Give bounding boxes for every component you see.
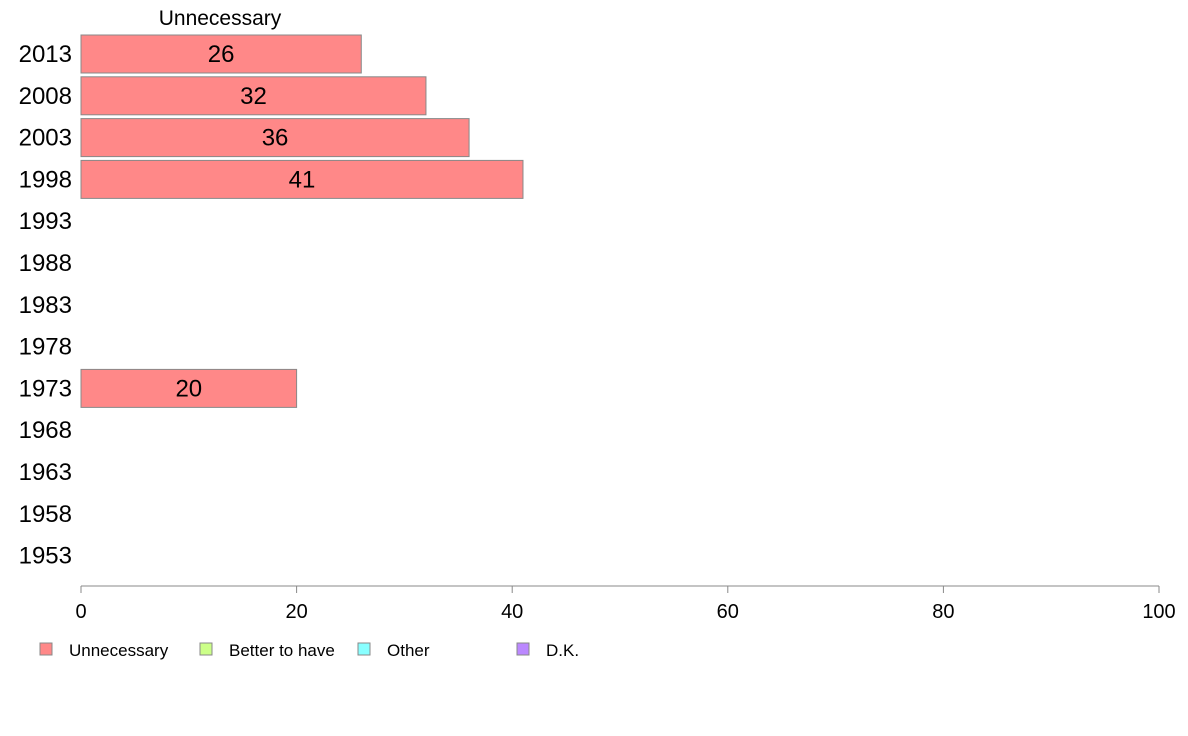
x-tick-label: 0 — [75, 601, 86, 623]
x-tick-label: 20 — [285, 601, 307, 623]
bar-value-label: 20 — [175, 375, 202, 402]
legend-swatch — [357, 642, 371, 656]
y-tick-label: 1963 — [19, 459, 72, 486]
bar-value-label: 36 — [262, 125, 289, 152]
y-tick-label: 2003 — [19, 125, 72, 152]
y-tick-label: 2008 — [19, 83, 72, 110]
bar — [80, 368, 298, 408]
y-tick-label: 1973 — [19, 375, 72, 402]
legend-label: Other — [387, 641, 430, 660]
legend-label: Better to have — [229, 641, 335, 660]
legend: Unnecessary Better to have Other D.K. — [39, 641, 579, 660]
x-tick-label: 60 — [717, 601, 739, 623]
bar — [80, 159, 524, 199]
y-tick-label: 1968 — [19, 417, 72, 444]
x-axis: 0 20 40 60 80 100 — [75, 585, 1176, 623]
y-tick-label: 1993 — [19, 208, 72, 235]
legend-swatch — [516, 642, 530, 656]
bar-value-label: 32 — [240, 83, 267, 110]
y-tick-label: 1998 — [19, 166, 72, 193]
x-tick-label: 80 — [932, 601, 954, 623]
bar — [80, 118, 470, 158]
series-title: Unnecessary — [159, 7, 282, 30]
y-tick-label: 1983 — [19, 292, 72, 319]
bar — [80, 76, 427, 116]
bar — [80, 34, 362, 74]
legend-label: Unnecessary — [69, 641, 169, 660]
x-tick-label: 100 — [1142, 601, 1175, 623]
legend-label: D.K. — [546, 641, 579, 660]
bar-value-label: 41 — [289, 166, 316, 193]
x-tick-label: 40 — [501, 601, 523, 623]
y-tick-label: 1988 — [19, 250, 72, 277]
bar-value-label: 26 — [208, 41, 235, 68]
legend-swatch — [199, 642, 213, 656]
y-tick-label: 1958 — [19, 501, 72, 528]
y-tick-label: 1978 — [19, 334, 72, 361]
legend-swatch — [39, 642, 53, 656]
y-tick-label: 1953 — [19, 543, 72, 570]
y-tick-label: 2013 — [19, 41, 72, 68]
y-axis: 2013 2008 2003 1998 1993 1988 1983 1978 1973 1968… — [19, 41, 72, 570]
